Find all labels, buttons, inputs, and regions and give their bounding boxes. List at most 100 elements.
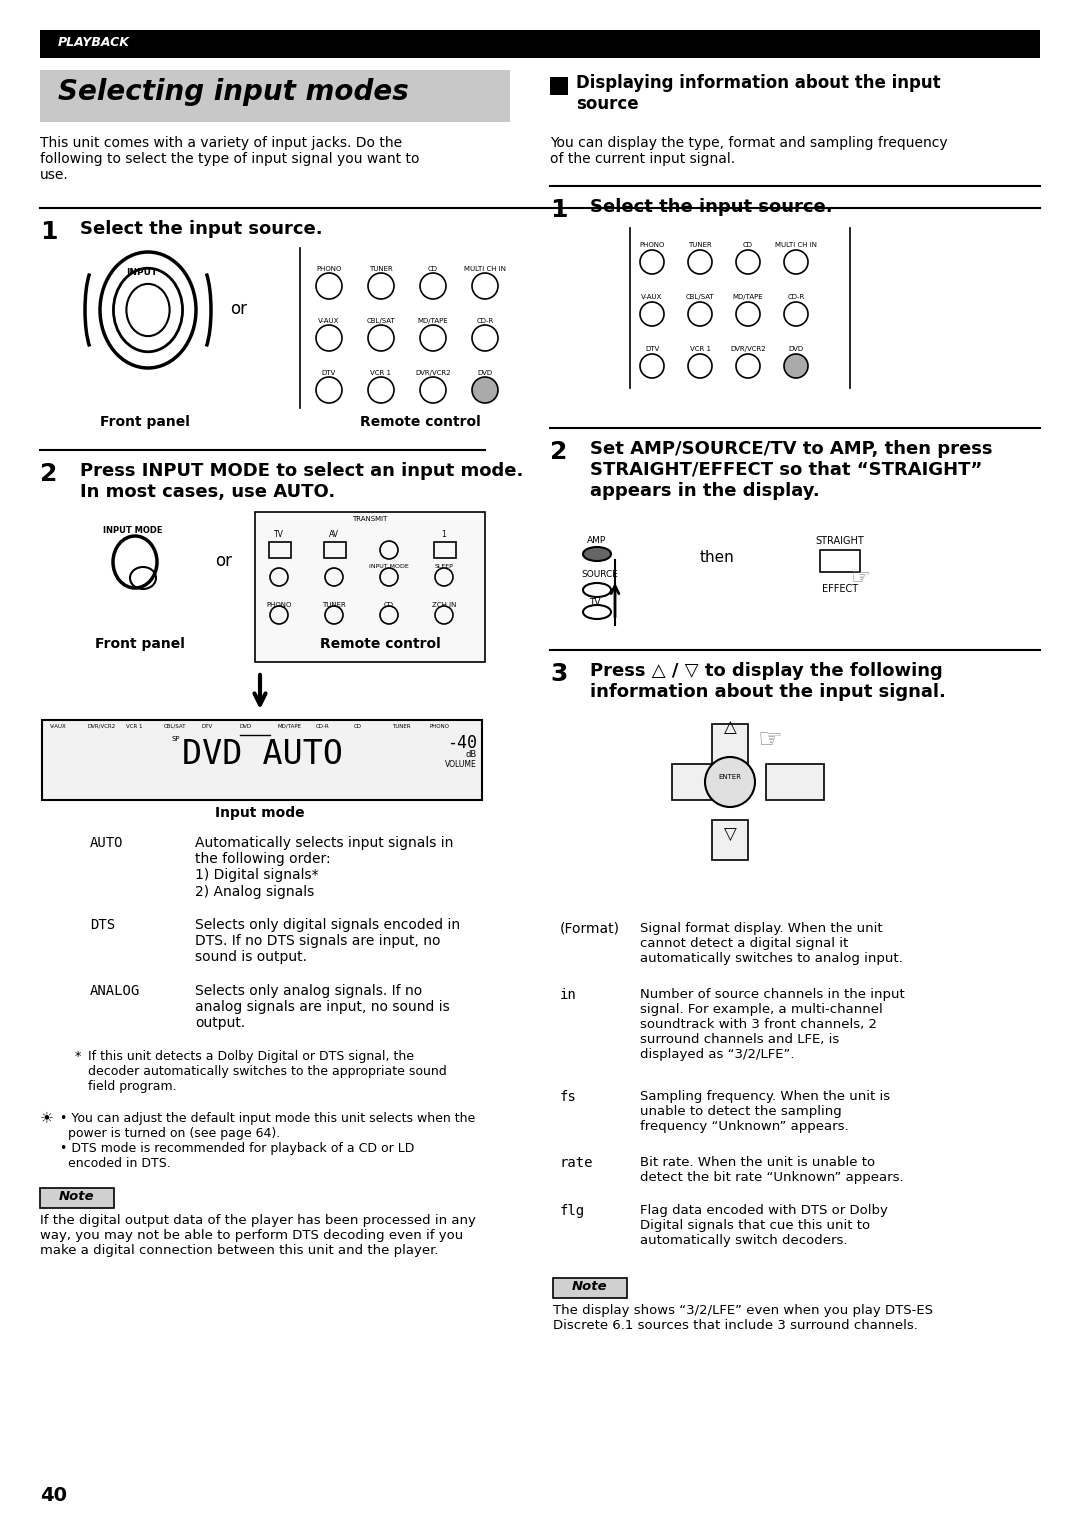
Text: TRANSMIT: TRANSMIT bbox=[352, 516, 388, 522]
Text: DVD: DVD bbox=[788, 346, 804, 353]
Text: TV: TV bbox=[589, 598, 600, 607]
Text: If this unit detects a Dolby Digital or DTS signal, the
decoder automatically sw: If this unit detects a Dolby Digital or … bbox=[87, 1050, 447, 1093]
Text: ☞: ☞ bbox=[850, 568, 870, 588]
Bar bbox=[672, 765, 730, 800]
Text: DTV: DTV bbox=[202, 723, 213, 729]
Text: 1: 1 bbox=[550, 198, 567, 221]
Bar bbox=[553, 1277, 627, 1299]
Text: SLEEP: SLEEP bbox=[434, 565, 454, 569]
Text: EFFECT: EFFECT bbox=[822, 584, 859, 594]
Text: DTS: DTS bbox=[90, 919, 116, 932]
Text: ☀: ☀ bbox=[40, 1109, 54, 1125]
Text: 2: 2 bbox=[550, 439, 567, 464]
Text: ZCH IN: ZCH IN bbox=[432, 601, 456, 607]
Text: △: △ bbox=[724, 719, 737, 736]
Text: VCR 1: VCR 1 bbox=[689, 346, 711, 353]
Bar bbox=[550, 76, 568, 95]
Text: ☞: ☞ bbox=[758, 726, 783, 754]
Text: TUNER: TUNER bbox=[392, 723, 410, 729]
Text: 3: 3 bbox=[550, 662, 567, 687]
Text: AMP: AMP bbox=[588, 536, 607, 545]
Text: (Format): (Format) bbox=[561, 922, 620, 935]
Text: Press △ / ▽ to display the following
information about the input signal.: Press △ / ▽ to display the following inf… bbox=[590, 662, 946, 700]
Bar bbox=[269, 542, 291, 559]
Text: Sampling frequency. When the unit is
unable to detect the sampling
frequency “Un: Sampling frequency. When the unit is una… bbox=[640, 1090, 890, 1132]
Bar bbox=[324, 542, 346, 559]
Text: PLAYBACK: PLAYBACK bbox=[58, 37, 130, 49]
Text: Remote control: Remote control bbox=[320, 636, 441, 652]
Ellipse shape bbox=[583, 546, 611, 562]
Text: ▽: ▽ bbox=[724, 826, 737, 844]
Text: SOURCE: SOURCE bbox=[581, 571, 618, 578]
Circle shape bbox=[472, 377, 498, 403]
Text: Select the input source.: Select the input source. bbox=[80, 220, 323, 238]
Text: DTV: DTV bbox=[645, 346, 659, 353]
Text: CBL/SAT: CBL/SAT bbox=[686, 295, 714, 301]
Text: rate: rate bbox=[561, 1157, 594, 1170]
Text: MULTI CH IN: MULTI CH IN bbox=[775, 243, 816, 249]
Bar bbox=[712, 723, 748, 765]
Text: TUNER: TUNER bbox=[322, 601, 346, 607]
Bar bbox=[434, 542, 456, 559]
Text: Flag data encoded with DTS or Dolby
Digital signals that cue this unit to
automa: Flag data encoded with DTS or Dolby Digi… bbox=[640, 1204, 888, 1247]
Text: Displaying information about the input
source: Displaying information about the input s… bbox=[576, 73, 941, 113]
Text: in: in bbox=[561, 987, 577, 1003]
Text: Remote control: Remote control bbox=[360, 415, 481, 429]
Text: PHONO: PHONO bbox=[639, 243, 664, 249]
Text: Signal format display. When the unit
cannot detect a digital signal it
automatic: Signal format display. When the unit can… bbox=[640, 922, 903, 964]
Text: CD-R: CD-R bbox=[316, 723, 329, 729]
Text: TUNER: TUNER bbox=[688, 243, 712, 249]
Text: CD: CD bbox=[384, 601, 394, 607]
Text: PHONO: PHONO bbox=[430, 723, 450, 729]
Text: • You can adjust the default input mode this unit selects when the
  power is tu: • You can adjust the default input mode … bbox=[60, 1112, 475, 1170]
Text: MD/TAPE: MD/TAPE bbox=[732, 295, 764, 301]
Text: Selects only digital signals encoded in
DTS. If no DTS signals are input, no
sou: Selects only digital signals encoded in … bbox=[195, 919, 460, 964]
Text: VCR 1: VCR 1 bbox=[126, 723, 143, 729]
Text: DVR/VCR2: DVR/VCR2 bbox=[415, 369, 450, 375]
Text: DTV: DTV bbox=[322, 369, 336, 375]
Text: CBL/SAT: CBL/SAT bbox=[366, 317, 395, 324]
Text: or: or bbox=[230, 301, 247, 317]
Text: ENTER: ENTER bbox=[718, 774, 742, 780]
Text: Press INPUT MODE to select an input mode.
In most cases, use AUTO.: Press INPUT MODE to select an input mode… bbox=[80, 462, 524, 501]
Text: DVD: DVD bbox=[477, 369, 492, 375]
Text: VOLUME: VOLUME bbox=[445, 760, 477, 769]
Text: INPUT MODE: INPUT MODE bbox=[103, 526, 162, 536]
Text: CD: CD bbox=[428, 266, 438, 272]
Text: Number of source channels in the input
signal. For example, a multi-channel
soun: Number of source channels in the input s… bbox=[640, 987, 905, 1061]
Text: Input mode: Input mode bbox=[215, 806, 305, 819]
Text: Bit rate. When the unit is unable to
detect the bit rate “Unknown” appears.: Bit rate. When the unit is unable to det… bbox=[640, 1157, 904, 1184]
Text: You can display the type, format and sampling frequency
of the current input sig: You can display the type, format and sam… bbox=[550, 136, 947, 166]
Text: PHONO: PHONO bbox=[316, 266, 341, 272]
Text: Note: Note bbox=[572, 1280, 608, 1293]
Bar bbox=[40, 70, 510, 122]
Text: CD: CD bbox=[743, 243, 753, 249]
Text: *: * bbox=[75, 1050, 81, 1064]
Text: CBL/SAT: CBL/SAT bbox=[164, 723, 187, 729]
Bar bbox=[766, 765, 824, 800]
Text: 1: 1 bbox=[442, 530, 446, 539]
Text: VCR 1: VCR 1 bbox=[370, 369, 391, 375]
Text: Select the input source.: Select the input source. bbox=[590, 198, 833, 217]
Text: Set AMP/SOURCE/TV to AMP, then press
STRAIGHT/EFFECT so that “STRAIGHT”
appears : Set AMP/SOURCE/TV to AMP, then press STR… bbox=[590, 439, 993, 499]
Text: If the digital output data of the player has been processed in any
way, you may : If the digital output data of the player… bbox=[40, 1215, 476, 1257]
Text: Front panel: Front panel bbox=[95, 636, 185, 652]
Text: Selecting input modes: Selecting input modes bbox=[58, 78, 408, 105]
Text: MULTI CH IN: MULTI CH IN bbox=[464, 266, 507, 272]
Text: fs: fs bbox=[561, 1090, 577, 1103]
Text: ANALOG: ANALOG bbox=[90, 984, 140, 998]
Bar bbox=[255, 513, 485, 662]
Text: dB: dB bbox=[465, 749, 477, 758]
Text: Note: Note bbox=[59, 1190, 95, 1202]
Text: SP: SP bbox=[172, 736, 180, 742]
Text: Automatically selects input signals in
the following order:
1) Digital signals*
: Automatically selects input signals in t… bbox=[195, 836, 454, 899]
Bar bbox=[40, 1189, 114, 1209]
Text: STRAIGHT: STRAIGHT bbox=[815, 536, 864, 546]
Bar bbox=[42, 720, 482, 800]
Text: DVD AUTO: DVD AUTO bbox=[183, 739, 343, 771]
Circle shape bbox=[705, 757, 755, 807]
Text: TV: TV bbox=[274, 530, 284, 539]
Text: TUNER: TUNER bbox=[369, 266, 393, 272]
Text: Front panel: Front panel bbox=[100, 415, 190, 429]
Text: INPUT MODE: INPUT MODE bbox=[369, 565, 409, 569]
